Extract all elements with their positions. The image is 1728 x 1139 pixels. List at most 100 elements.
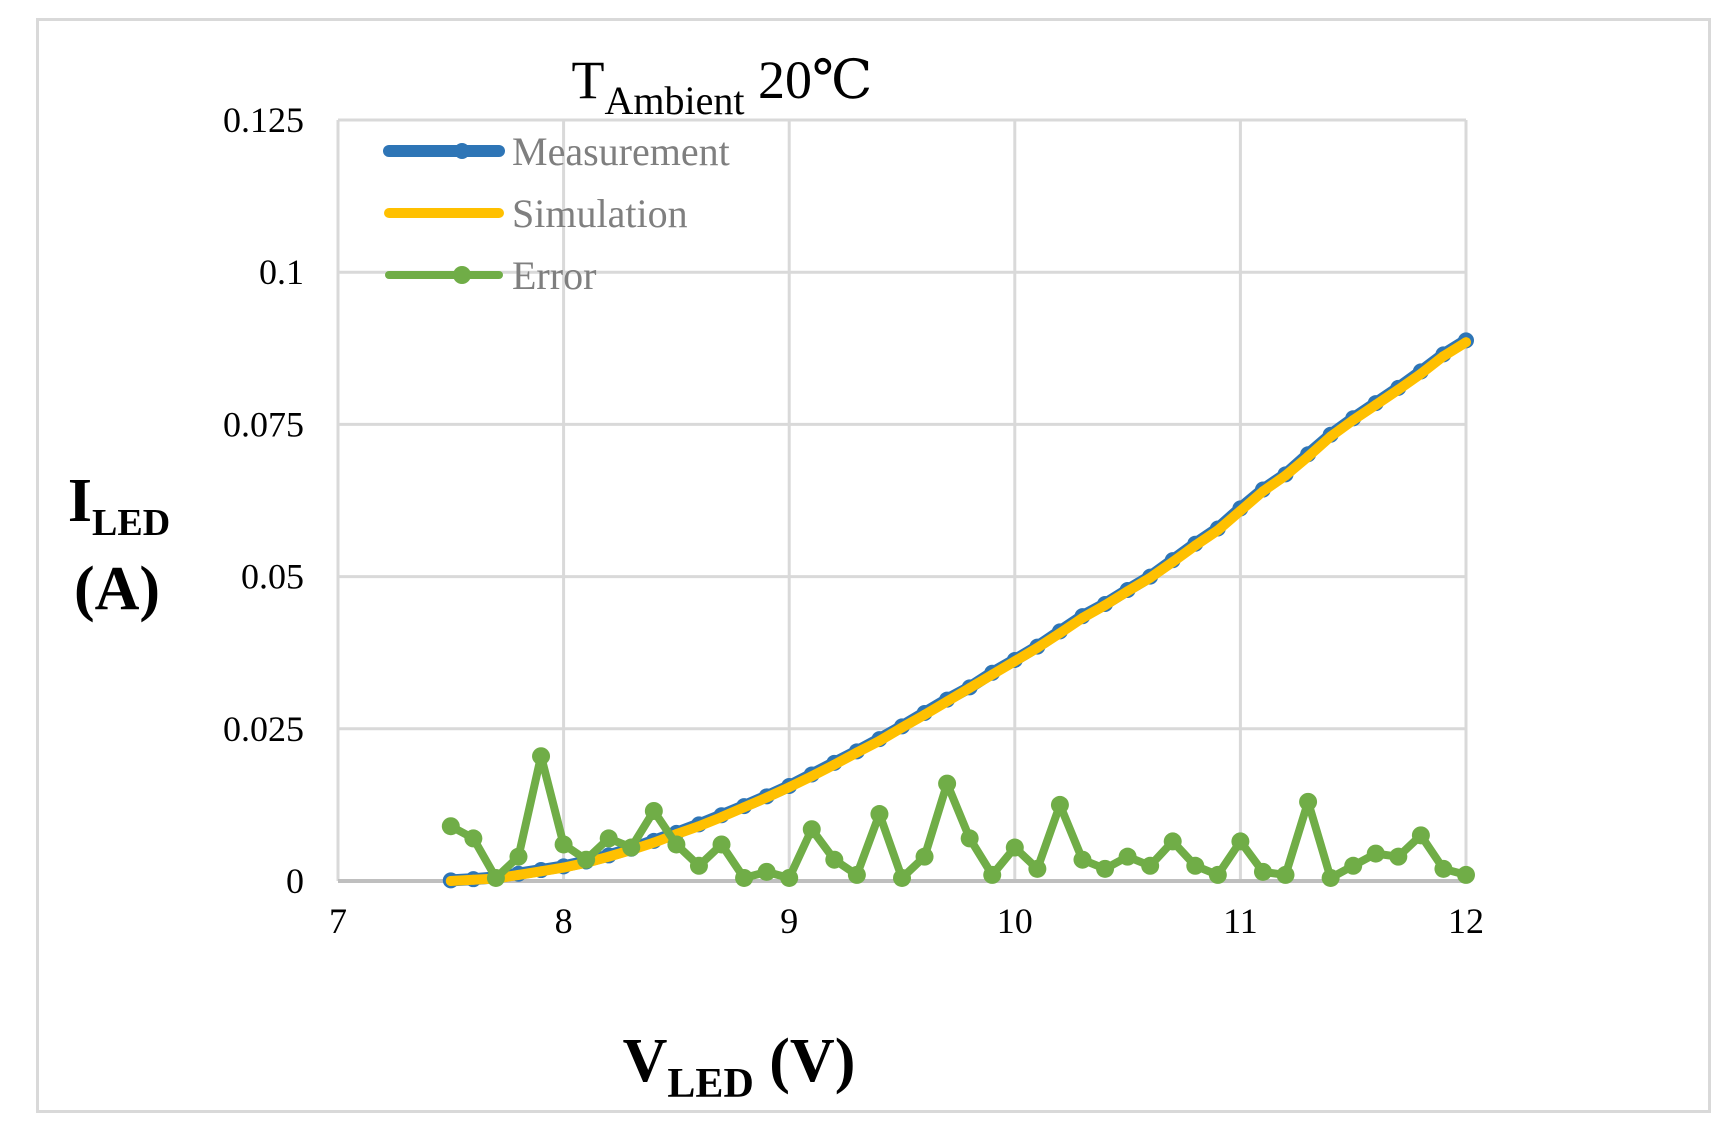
error-point	[915, 847, 934, 866]
error-point	[1186, 856, 1205, 875]
x-tick-label: 11	[1223, 901, 1258, 941]
error-point	[1434, 859, 1453, 878]
simulation-point	[468, 874, 479, 885]
chart-title-main: T	[572, 50, 605, 110]
error-point	[1344, 856, 1363, 875]
x-axis-title-main: V	[623, 1027, 668, 1095]
simulation-point	[1438, 351, 1449, 362]
x-axis-title-sub: LED	[667, 1061, 753, 1107]
error-point	[644, 801, 663, 820]
simulation-point	[987, 669, 998, 680]
simulation-point	[806, 771, 817, 782]
error-point	[1118, 847, 1137, 866]
error-point	[938, 774, 957, 793]
error-point	[441, 817, 460, 836]
error-point	[802, 820, 821, 839]
y-tick-label: 0	[286, 861, 304, 901]
x-tick-label: 8	[555, 901, 573, 941]
error-line	[446, 752, 1470, 882]
simulation-point	[1393, 384, 1404, 395]
y-axis-title-line1: ILED	[68, 467, 170, 544]
simulation-point	[1145, 572, 1156, 583]
x-tick-label: 9	[780, 901, 798, 941]
y-tick-label: 0.1	[259, 252, 304, 292]
simulation-point	[1235, 505, 1246, 516]
chart-title-sub: Ambient	[605, 78, 745, 123]
error-point	[1141, 856, 1160, 875]
simulation-point	[1009, 656, 1020, 667]
error-point	[735, 868, 754, 887]
chart-svg: 0 0.025 0.05 0.075 0.1 0.125 7 8 9 10 11 12 TAmbien…	[68, 50, 1484, 1107]
axis-layer	[336, 120, 1466, 883]
error-point	[1457, 865, 1475, 884]
error-point	[757, 862, 776, 881]
error-point	[464, 829, 483, 848]
simulation-point	[648, 837, 659, 848]
legend-label-measurement: Measurement	[512, 129, 730, 174]
simulation-point	[1257, 486, 1268, 497]
simulation-point	[693, 821, 704, 832]
simulation-point	[739, 802, 750, 813]
legend-item-measurement: Measurement	[383, 129, 730, 174]
error-point	[825, 850, 844, 869]
simulation-point	[784, 782, 795, 793]
simulation-point	[716, 812, 727, 823]
simulation-point	[897, 722, 907, 733]
simulation-point	[1167, 556, 1178, 567]
simulation-point	[1325, 431, 1336, 442]
error-point	[1366, 844, 1385, 863]
error-point	[712, 835, 731, 854]
y-tick-label: 0.125	[223, 100, 304, 140]
simulation-point	[1100, 600, 1111, 611]
grid-layer	[338, 118, 1468, 881]
simulation-point	[1370, 399, 1381, 410]
x-tick-label: 7	[329, 901, 347, 941]
error-point	[1050, 795, 1069, 814]
error-point	[780, 868, 799, 887]
error-point	[1253, 862, 1272, 881]
legend-item-simulation: Simulation	[384, 191, 688, 236]
simulation-point	[536, 866, 547, 877]
simulation-point	[874, 735, 885, 746]
error-series	[441, 747, 1475, 887]
simulation-point	[1348, 415, 1359, 426]
y-tick-label: 0.025	[223, 709, 304, 749]
simulation-point	[829, 759, 840, 770]
chart-frame: 0 0.025 0.05 0.075 0.1 0.125 7 8 9 10 11 12 TAmbien…	[36, 18, 1711, 1113]
legend-label-error: Error	[512, 253, 596, 298]
legend-item-error: Error	[385, 253, 596, 298]
simulation-point	[1032, 642, 1043, 653]
simulation-point	[1212, 525, 1223, 536]
error-point	[532, 747, 551, 766]
y-axis-title-main: I	[68, 467, 92, 535]
simulation-point	[851, 747, 862, 758]
error-point	[667, 835, 686, 854]
error-point	[1028, 859, 1047, 878]
x-axis-title-rest: (V)	[754, 1027, 856, 1095]
error-point	[870, 805, 889, 824]
series-layer	[441, 332, 1475, 889]
error-point	[1096, 859, 1115, 878]
error-point	[1389, 847, 1408, 866]
legend-label-simulation: Simulation	[512, 191, 688, 236]
y-axis-title-line2: (A)	[74, 555, 160, 623]
simulation-point	[1122, 586, 1133, 597]
legend: Measurement Simulation Error	[383, 129, 730, 298]
simulation-point	[1280, 470, 1291, 481]
legend-marker-simulation	[457, 208, 467, 218]
y-tick-label: 0.05	[241, 557, 304, 597]
error-point	[1276, 865, 1295, 884]
error-point	[599, 829, 618, 848]
error-point	[577, 850, 596, 869]
simulation-point	[1415, 368, 1426, 379]
simulation-point	[513, 869, 524, 880]
error-point	[1073, 850, 1092, 869]
error-point	[486, 868, 505, 887]
error-point	[1231, 832, 1250, 851]
error-point	[1321, 868, 1340, 887]
simulation-point	[1054, 628, 1065, 639]
simulation-point	[558, 862, 569, 873]
simulation-point	[942, 696, 953, 707]
simulation-series	[445, 337, 1471, 886]
error-point	[1208, 865, 1227, 884]
